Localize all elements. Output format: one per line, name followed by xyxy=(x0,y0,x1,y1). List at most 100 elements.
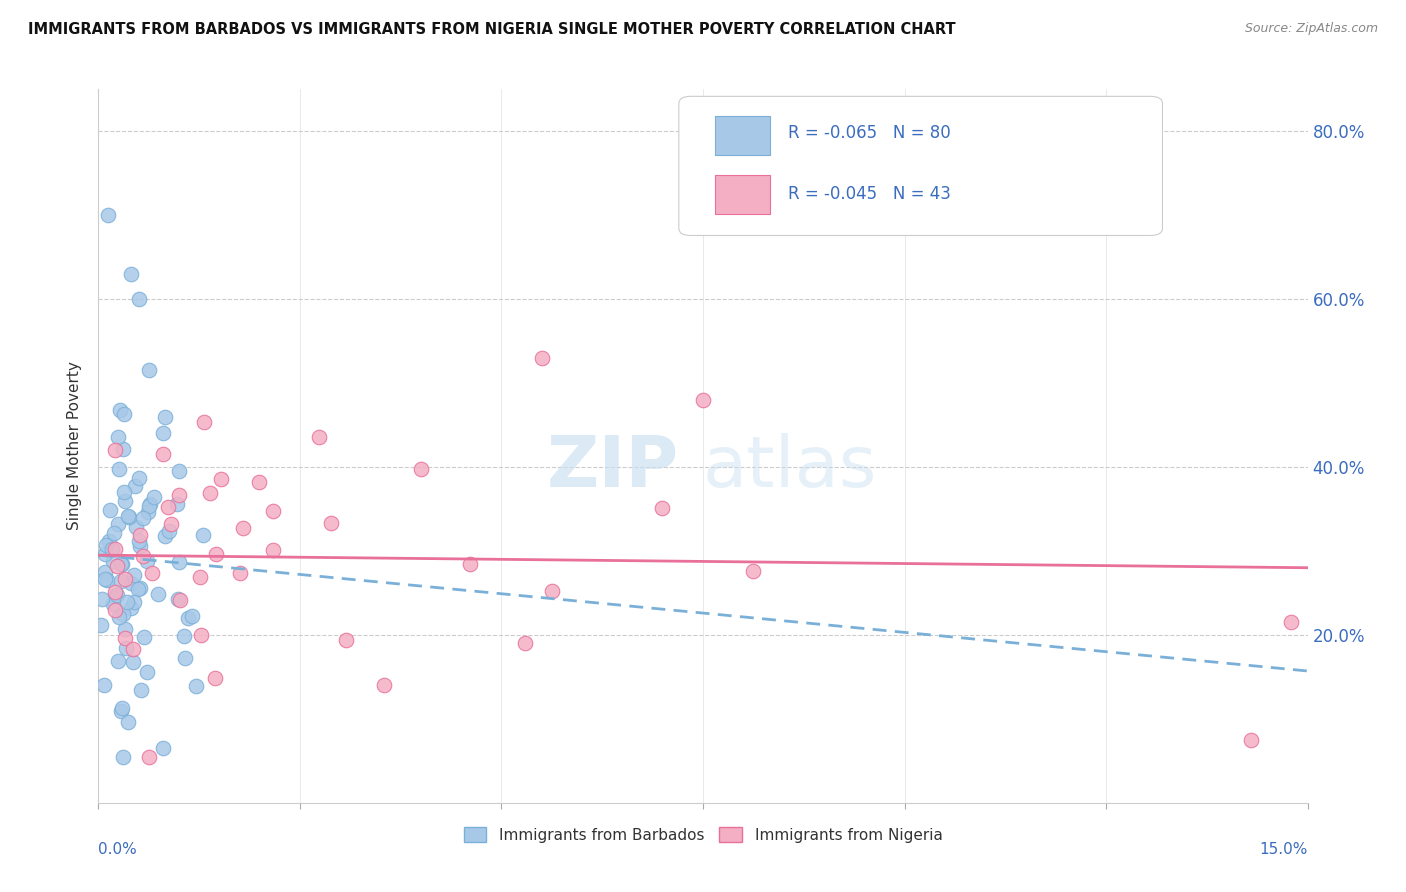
Point xyxy=(228,566,250,581)
Point xyxy=(112,407,135,421)
Point xyxy=(122,641,145,656)
Point xyxy=(232,521,254,535)
Point xyxy=(193,415,215,429)
Point xyxy=(114,494,136,508)
Point xyxy=(136,505,159,519)
Point xyxy=(110,574,132,588)
Point xyxy=(100,503,122,517)
Point xyxy=(198,486,221,500)
Point xyxy=(308,430,330,444)
Point xyxy=(184,679,207,693)
Point xyxy=(114,622,136,636)
Point xyxy=(138,749,160,764)
Point xyxy=(124,520,146,534)
FancyBboxPatch shape xyxy=(716,175,769,214)
Text: R = -0.045   N = 43: R = -0.045 N = 43 xyxy=(787,186,950,203)
Point xyxy=(103,525,125,540)
Point xyxy=(156,500,179,514)
Point xyxy=(152,741,174,756)
Text: 15.0%: 15.0% xyxy=(1260,842,1308,857)
Point xyxy=(118,510,141,524)
Point xyxy=(94,566,117,580)
Point xyxy=(1281,615,1303,629)
Point xyxy=(181,609,204,624)
Point xyxy=(96,538,118,552)
Point xyxy=(114,631,136,645)
Point xyxy=(319,516,342,531)
Point xyxy=(105,588,128,602)
Point xyxy=(169,593,191,607)
Text: Source: ZipAtlas.com: Source: ZipAtlas.com xyxy=(1244,22,1378,36)
Point xyxy=(122,595,145,609)
Point xyxy=(742,564,765,578)
Point xyxy=(540,583,562,598)
Point xyxy=(139,497,162,511)
Point xyxy=(157,524,180,538)
Point xyxy=(111,607,134,621)
Point xyxy=(335,632,357,647)
Point xyxy=(152,447,174,461)
Text: IMMIGRANTS FROM BARBADOS VS IMMIGRANTS FROM NIGERIA SINGLE MOTHER POVERTY CORREL: IMMIGRANTS FROM BARBADOS VS IMMIGRANTS F… xyxy=(28,22,956,37)
Point xyxy=(190,628,212,642)
Point xyxy=(155,529,177,543)
Point xyxy=(115,641,138,656)
Point xyxy=(1240,732,1263,747)
Point xyxy=(262,504,284,518)
Point xyxy=(111,442,134,456)
Point xyxy=(107,430,129,444)
Point xyxy=(131,682,153,697)
Point xyxy=(127,582,149,597)
Point xyxy=(105,558,128,573)
Point xyxy=(132,511,155,525)
Point xyxy=(107,655,129,669)
Point xyxy=(138,500,160,514)
Point xyxy=(373,678,395,692)
Point xyxy=(110,704,132,718)
Point xyxy=(93,678,115,692)
Point xyxy=(120,600,142,615)
Legend: Immigrants from Barbados, Immigrants from Nigeria: Immigrants from Barbados, Immigrants fro… xyxy=(457,821,949,848)
Point xyxy=(530,351,553,365)
Point xyxy=(101,598,124,612)
FancyBboxPatch shape xyxy=(716,116,769,155)
Point xyxy=(124,478,146,492)
Point xyxy=(160,516,183,531)
Point xyxy=(409,462,432,476)
Point xyxy=(146,586,169,600)
Point xyxy=(167,488,190,502)
Point xyxy=(692,392,714,407)
Point xyxy=(111,749,134,764)
Point xyxy=(103,542,125,557)
Point xyxy=(101,542,124,557)
Text: atlas: atlas xyxy=(703,433,877,502)
Point xyxy=(117,595,139,609)
Point xyxy=(651,501,673,516)
Point xyxy=(103,603,125,617)
Point xyxy=(101,554,124,568)
Point xyxy=(209,472,232,486)
Point xyxy=(120,576,142,591)
Text: R = -0.065   N = 80: R = -0.065 N = 80 xyxy=(787,125,950,143)
Point xyxy=(132,549,155,563)
Point xyxy=(103,442,125,457)
Point xyxy=(204,671,226,685)
Point xyxy=(103,585,125,599)
Point xyxy=(121,655,143,669)
Point xyxy=(191,528,214,542)
Point xyxy=(129,539,152,553)
Point xyxy=(205,547,228,561)
Point xyxy=(128,471,150,485)
FancyBboxPatch shape xyxy=(679,96,1163,235)
Point xyxy=(98,533,121,548)
Point xyxy=(112,485,135,500)
Point xyxy=(104,590,127,604)
Point xyxy=(110,701,132,715)
Y-axis label: Single Mother Poverty: Single Mother Poverty xyxy=(67,361,83,531)
Point xyxy=(107,517,129,532)
Point xyxy=(128,581,150,595)
Point xyxy=(167,555,190,569)
Point xyxy=(90,617,112,632)
Point xyxy=(141,566,163,580)
Point xyxy=(152,425,174,440)
Text: 0.0%: 0.0% xyxy=(98,842,138,857)
